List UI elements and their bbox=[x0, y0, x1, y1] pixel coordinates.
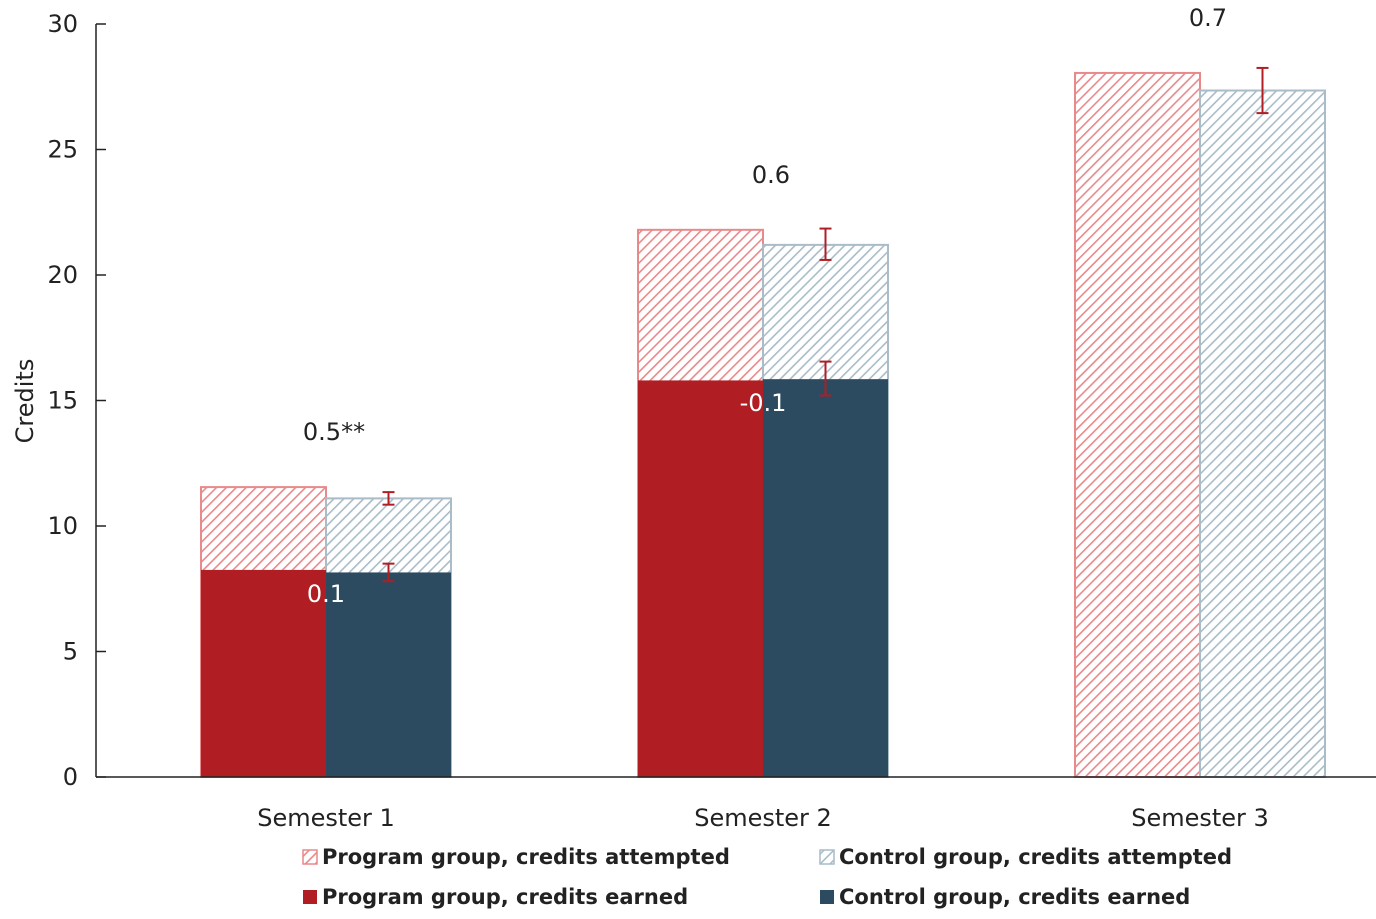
legend-swatch bbox=[820, 890, 834, 904]
error-bar-control-attempted bbox=[819, 227, 832, 261]
bar-control-earned bbox=[326, 572, 451, 777]
legend-swatch bbox=[303, 890, 317, 904]
difference-label-attempted: 0.5** bbox=[303, 418, 365, 446]
error-bars-layer bbox=[382, 66, 1269, 583]
legend-swatch bbox=[302, 849, 318, 865]
bar-program-earned bbox=[201, 569, 326, 777]
legend-label: Control group, credits earned bbox=[839, 885, 1190, 909]
error-bar-control-earned bbox=[382, 562, 395, 583]
legend-swatch bbox=[819, 849, 835, 865]
difference-labels-layer: 0.5** 0.1 0.6 -0.1 0.7 bbox=[303, 4, 1227, 608]
legend-item: Control group, credits earned bbox=[820, 885, 1190, 909]
y-tick-label: 10 bbox=[47, 512, 78, 540]
x-category-label: Semester 3 bbox=[1131, 804, 1269, 832]
bars-layer bbox=[200, 71, 1326, 778]
y-tick-label: 0 bbox=[63, 763, 78, 791]
bar-program-attempted bbox=[1074, 71, 1201, 778]
y-tick-label: 25 bbox=[47, 136, 78, 164]
y-tick-label: 20 bbox=[47, 261, 78, 289]
category-labels-layer: Semester 1 Semester 2 Semester 3 bbox=[257, 804, 1269, 832]
legend-item: Control group, credits attempted bbox=[819, 845, 1232, 869]
x-category-label: Semester 2 bbox=[694, 804, 832, 832]
bar-control-earned bbox=[763, 379, 888, 777]
difference-label-attempted: 0.7 bbox=[1189, 4, 1227, 32]
bar-control-attempted bbox=[1199, 89, 1326, 778]
bar-program-earned bbox=[638, 380, 763, 777]
legend-label: Program group, credits earned bbox=[322, 885, 688, 909]
y-tick-label: 5 bbox=[63, 638, 78, 666]
legend-item: Program group, credits earned bbox=[303, 885, 688, 909]
y-axis-ticks: 0 5 10 15 20 25 30 bbox=[47, 10, 106, 791]
legend: Program group, credits attempted Control … bbox=[302, 845, 1232, 909]
legend-label: Control group, credits attempted bbox=[839, 845, 1232, 869]
difference-label-attempted: 0.6 bbox=[752, 161, 790, 189]
y-tick-label: 30 bbox=[47, 10, 78, 38]
y-tick-label: 15 bbox=[47, 387, 78, 415]
y-axis-title: Credits bbox=[11, 359, 39, 444]
axes-layer bbox=[95, 24, 1376, 778]
error-bar-control-attempted bbox=[382, 491, 395, 506]
error-bar-control-attempted bbox=[1256, 66, 1269, 115]
error-bar-control-earned bbox=[819, 360, 832, 397]
difference-label-earned: -0.1 bbox=[740, 389, 787, 417]
legend-label: Program group, credits attempted bbox=[322, 845, 730, 869]
legend-item: Program group, credits attempted bbox=[302, 845, 730, 869]
difference-label-earned: 0.1 bbox=[307, 580, 345, 608]
x-category-label: Semester 1 bbox=[257, 804, 395, 832]
